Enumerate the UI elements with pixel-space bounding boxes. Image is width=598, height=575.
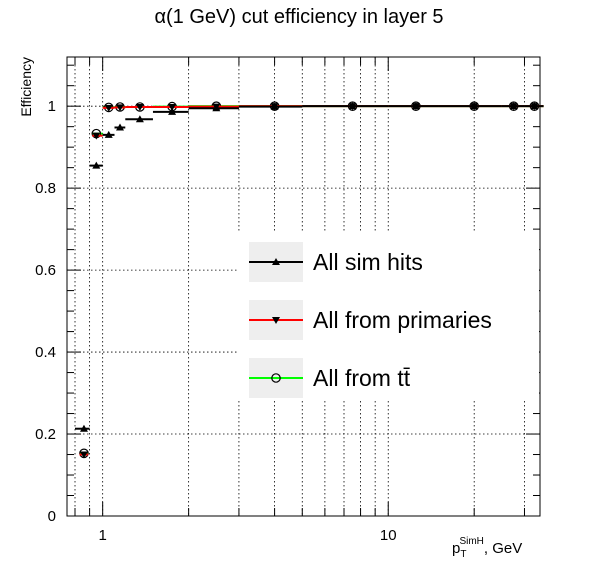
- legend-swatch-marker: [272, 317, 280, 324]
- legend-swatch-marker: [271, 373, 281, 383]
- data-point: [530, 102, 539, 110]
- legend-swatch-marker: [272, 258, 280, 265]
- data-point: [116, 123, 125, 131]
- plot-frame: [66, 56, 541, 517]
- legend-label: All from primaries: [313, 307, 492, 333]
- data-point: [104, 104, 113, 112]
- data-point: [411, 102, 420, 110]
- y-tick-label: 0: [48, 508, 56, 525]
- data-point: [168, 107, 177, 115]
- x-tick-label: 10: [380, 527, 397, 544]
- axes-layer: 1 10 0 0.2 0.4 0.6 0.8 1 Efficiency pTSimH, GeV: [18, 56, 541, 560]
- chart-title: α(1 GeV) cut efficiency in layer 5: [154, 6, 444, 28]
- y-tick-label: 0.6: [35, 262, 56, 279]
- series-layer: [75, 101, 544, 459]
- y-tick-label: 0.2: [35, 426, 56, 443]
- series-0: [75, 102, 544, 432]
- y-tick-label: 1: [48, 98, 56, 115]
- legend-label: All sim hits: [313, 249, 423, 275]
- x-tick-label: 1: [99, 527, 107, 544]
- y-tick-label: 0.4: [35, 344, 56, 361]
- legend-label: All from tt̄: [313, 365, 411, 391]
- data-point: [348, 102, 357, 110]
- data-point: [92, 161, 101, 169]
- data-point: [470, 102, 479, 110]
- data-point: [92, 132, 101, 140]
- legend: All sim hits All from primaries All from t…: [237, 231, 539, 401]
- data-point: [79, 424, 88, 432]
- data-point: [509, 102, 518, 110]
- data-point: [168, 103, 177, 111]
- data-point: [104, 130, 113, 138]
- x-axis-label: pTSimH, GeV: [452, 536, 522, 560]
- data-point: [79, 451, 88, 459]
- y-tick-label: 0.8: [35, 180, 56, 197]
- y-axis-label: Efficiency: [18, 57, 34, 117]
- data-point: [212, 104, 221, 112]
- data-point: [270, 102, 279, 110]
- data-point: [135, 115, 144, 123]
- data-point: [135, 103, 144, 111]
- data-point: [116, 104, 125, 112]
